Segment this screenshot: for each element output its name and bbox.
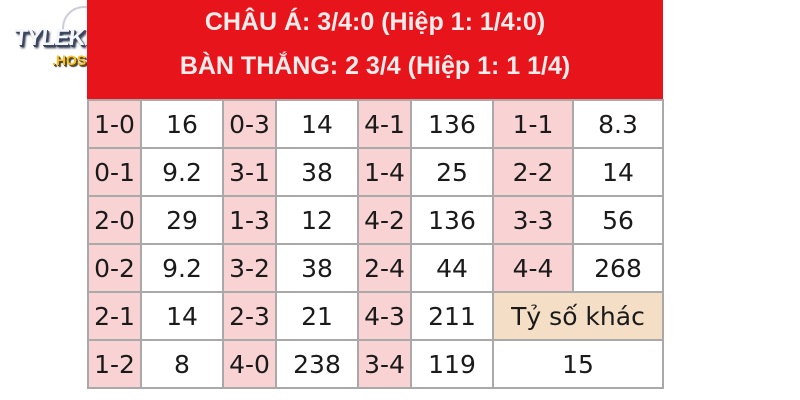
score-cell: 3-2 [222, 243, 277, 293]
score-cell: 4-4 [492, 243, 574, 293]
score-cell: 4-0 [222, 339, 277, 389]
odds-cell: 44 [410, 243, 494, 293]
score-cell: 3-3 [492, 195, 574, 245]
odds-cell: 211 [410, 291, 494, 341]
score-cell: 1-3 [222, 195, 277, 245]
score-cell: 2-4 [357, 243, 412, 293]
odds-cell: 9.2 [140, 147, 224, 197]
odds-cell: 21 [275, 291, 359, 341]
odds-cell: 119 [410, 339, 494, 389]
score-cell: 4-2 [357, 195, 412, 245]
score-cell: 0-1 [87, 147, 142, 197]
table-row: 0-2 9.2 3-2 38 2-4 44 4-4 268 [87, 243, 664, 293]
odds-cell: 14 [572, 147, 664, 197]
correct-score-table: 1-0 16 0-3 14 4-1 136 1-1 8.3 0-1 9.2 3-1 38 1-4 25 2-… [87, 99, 664, 389]
odds-cell: 268 [572, 243, 664, 293]
odds-cell: 38 [275, 147, 359, 197]
score-cell: 0-2 [87, 243, 142, 293]
score-cell: 1-4 [357, 147, 412, 197]
odds-cell: 29 [140, 195, 224, 245]
odds-cell: 12 [275, 195, 359, 245]
odds-cell: 14 [140, 291, 224, 341]
table-row: 1-2 8 4-0 238 3-4 119 15 [87, 339, 664, 389]
score-cell: 0-3 [222, 99, 277, 149]
score-cell: 2-3 [222, 291, 277, 341]
score-cell: 2-0 [87, 195, 142, 245]
score-cell: 3-1 [222, 147, 277, 197]
asian-handicap-line: CHÂU Á: 3/4:0 (Hiệp 1: 1/4:0) [204, 8, 546, 36]
odds-cell: 8 [140, 339, 224, 389]
other-scores-odds: 15 [492, 339, 664, 389]
score-cell: 1-1 [492, 99, 574, 149]
odds-cell: 136 [410, 99, 494, 149]
odds-cell: 16 [140, 99, 224, 149]
score-cell: 2-1 [87, 291, 142, 341]
score-cell: 4-3 [357, 291, 412, 341]
odds-cell: 9.2 [140, 243, 224, 293]
odds-cell: 136 [410, 195, 494, 245]
table-row: 2-0 29 1-3 12 4-2 136 3-3 56 [87, 195, 664, 245]
table-row: 1-0 16 0-3 14 4-1 136 1-1 8.3 [87, 99, 664, 149]
odds-cell: 238 [275, 339, 359, 389]
odds-cell: 25 [410, 147, 494, 197]
odds-header: CHÂU Á: 3/4:0 (Hiệp 1: 1/4:0) BÀN THẮNG:… [87, 0, 663, 99]
odds-cell: 8.3 [572, 99, 664, 149]
table-row: 2-1 14 2-3 21 4-3 211 Tỷ số khác [87, 291, 664, 341]
logo-suffix: .HOST [52, 52, 95, 68]
table-row: 0-1 9.2 3-1 38 1-4 25 2-2 14 [87, 147, 664, 197]
odds-cell: 56 [572, 195, 664, 245]
score-cell: 4-1 [357, 99, 412, 149]
odds-cell: 14 [275, 99, 359, 149]
other-scores-label: Tỷ số khác [492, 291, 664, 341]
score-cell: 1-2 [87, 339, 142, 389]
goals-line: BÀN THẮNG: 2 3/4 (Hiệp 1: 1 1/4) [179, 52, 571, 80]
score-cell: 1-0 [87, 99, 142, 149]
score-cell: 2-2 [492, 147, 574, 197]
odds-cell: 38 [275, 243, 359, 293]
score-cell: 3-4 [357, 339, 412, 389]
